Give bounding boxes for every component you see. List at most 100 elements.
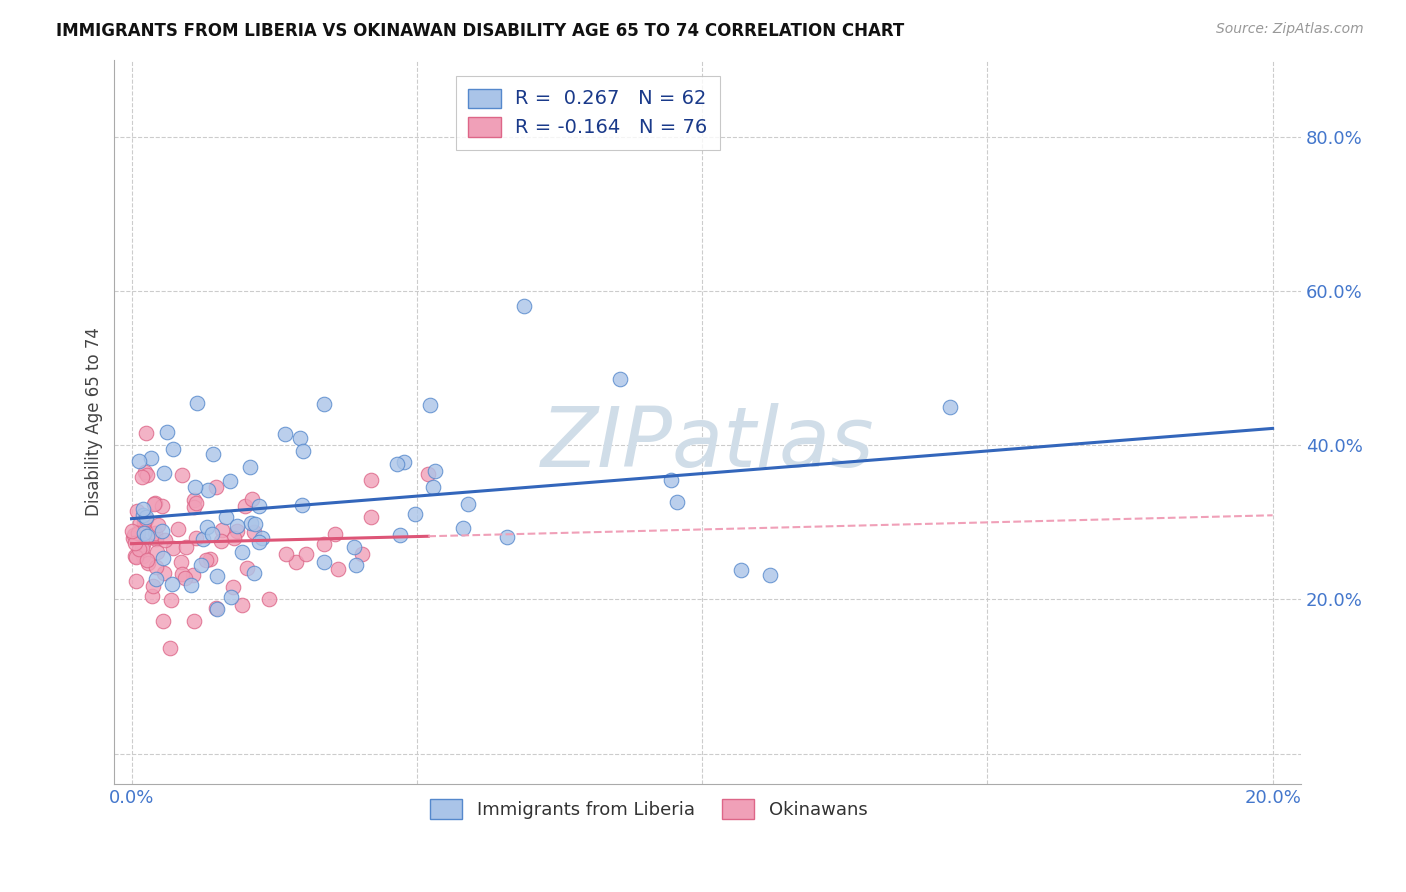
Point [344, 558, 367, 572]
Point [195, 520, 218, 534]
Point [155, 533, 177, 547]
Point [153, 466, 176, 480]
Point [125, 550, 148, 565]
Point [360, 510, 382, 524]
Point [152, 614, 174, 628]
Point [247, 535, 270, 549]
Point [143, 526, 166, 541]
Point [222, 580, 245, 594]
Point [172, 467, 194, 482]
Point [131, 508, 153, 523]
Text: IMMIGRANTS FROM LIBERIA VS OKINAWAN DISABILITY AGE 65 TO 74 CORRELATION CHART: IMMIGRANTS FROM LIBERIA VS OKINAWAN DISA… [56, 22, 904, 40]
Point [152, 551, 174, 566]
Point [183, 615, 205, 629]
Point [125, 504, 148, 518]
Point [207, 568, 229, 582]
Point [661, 473, 683, 487]
Point [131, 541, 153, 556]
Point [134, 465, 156, 479]
Point [939, 401, 962, 415]
Point [132, 549, 155, 563]
Point [418, 467, 440, 481]
Point [170, 555, 193, 569]
Point [191, 532, 214, 546]
Point [194, 553, 217, 567]
Point [174, 540, 197, 554]
Point [146, 545, 169, 559]
Point [291, 498, 314, 512]
Point [135, 467, 157, 482]
Point [215, 510, 238, 524]
Point [124, 536, 146, 550]
Point [295, 547, 318, 561]
Point [145, 572, 167, 586]
Point [162, 442, 184, 456]
Point [134, 514, 156, 528]
Point [243, 566, 266, 580]
Point [239, 460, 262, 475]
Point [240, 492, 263, 507]
Point [143, 497, 166, 511]
Point [160, 576, 183, 591]
Point [180, 578, 202, 592]
Point [231, 545, 253, 559]
Point [323, 527, 346, 541]
Point [257, 592, 280, 607]
Point [152, 566, 174, 581]
Point [451, 521, 474, 535]
Text: Source: ZipAtlas.com: Source: ZipAtlas.com [1216, 22, 1364, 37]
Point [205, 480, 228, 494]
Point [150, 524, 173, 538]
Point [134, 516, 156, 530]
Point [190, 558, 212, 573]
Point [425, 464, 447, 478]
Point [128, 542, 150, 557]
Point [343, 540, 366, 554]
Point [184, 496, 207, 510]
Point [201, 527, 224, 541]
Point [758, 568, 780, 582]
Point [197, 483, 219, 497]
Point [162, 541, 184, 556]
Point [132, 537, 155, 551]
Point [170, 566, 193, 581]
Point [159, 641, 181, 656]
Point [225, 524, 247, 538]
Point [135, 509, 157, 524]
Point [495, 530, 517, 544]
Point [609, 372, 631, 386]
Point [218, 474, 240, 488]
Point [135, 426, 157, 441]
Point [150, 500, 173, 514]
Point [422, 480, 444, 494]
Point [122, 528, 145, 542]
Point [186, 395, 208, 409]
Point [127, 525, 149, 540]
Point [326, 562, 349, 576]
Point [513, 299, 536, 313]
Point [665, 494, 688, 508]
Point [457, 497, 479, 511]
Point [204, 601, 226, 615]
Point [201, 447, 224, 461]
Point [183, 493, 205, 508]
Point [211, 523, 233, 537]
Point [385, 458, 408, 472]
Point [142, 579, 165, 593]
Text: ZIPatlas: ZIPatlas [541, 403, 875, 484]
Point [247, 500, 270, 514]
Point [404, 507, 426, 521]
Point [205, 602, 228, 616]
Point [392, 455, 415, 469]
Point [236, 560, 259, 574]
Point [219, 590, 242, 604]
Point [134, 526, 156, 541]
Point [226, 519, 249, 533]
Point [388, 528, 411, 542]
Point [200, 552, 222, 566]
Point [312, 537, 335, 551]
Point [145, 532, 167, 546]
Point [352, 548, 374, 562]
Point [121, 524, 143, 538]
Point [222, 531, 245, 545]
